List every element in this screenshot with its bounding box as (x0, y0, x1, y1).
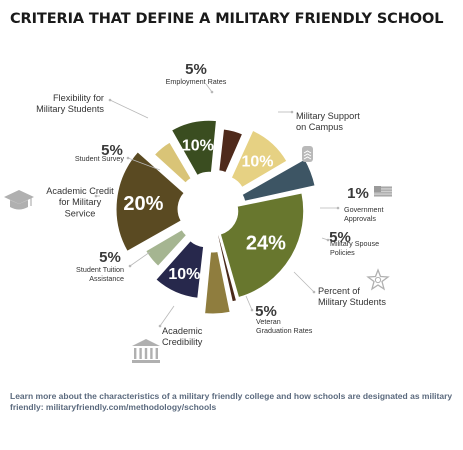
category-label-veteran-graduation-rates: Veteran Graduation Rates (256, 317, 313, 335)
leader-line (109, 99, 149, 119)
category-label-academic-credit-for-military-service: Academic Credit for Military Service (46, 186, 114, 218)
footer-note: Learn more about the characteristics of … (10, 391, 455, 413)
leader-line (159, 305, 175, 327)
slice-value-label: 10% (182, 137, 214, 154)
dog-tag-icon (302, 146, 313, 162)
icons-layer (4, 146, 392, 363)
pie-slice-academic-credibility (115, 151, 185, 253)
chart-title: CRITERIA THAT DEFINE A MILITARY FRIENDLY… (10, 11, 444, 27)
slice-value-label: 10% (241, 153, 273, 170)
category-label-military-spouse-policies: Military Spouse Policies (330, 239, 379, 257)
star-badge-icon (366, 268, 390, 291)
graduation-cap-icon (4, 190, 34, 210)
slice-value-label: 5% (101, 142, 123, 159)
slice-value-label: 10% (168, 266, 200, 283)
category-label-student-survey: Student Survey (75, 154, 125, 163)
slice-value-label: 1% (347, 185, 369, 202)
footer-link[interactable]: militaryfriendly.com/methodology/schools (45, 402, 217, 412)
pie-slice-percent-of-military-students (155, 240, 205, 299)
leader-line (245, 295, 253, 311)
category-label-flexibility-for-military-students: Flexibility for Military Students (36, 93, 104, 114)
leader-line (127, 157, 161, 171)
pie-center-hole (189, 187, 235, 233)
category-label-government-approvals: Government Approvals (344, 205, 384, 223)
bank-building-icon (132, 339, 160, 363)
category-label-employment-rates: Employment Rates (166, 77, 227, 86)
us-flag-icon (374, 186, 392, 197)
pie-slice-military-support-on-campus (219, 192, 305, 299)
slice-value-label: 20% (123, 193, 163, 215)
leader-line (129, 251, 151, 267)
slice-value-label: 24% (246, 233, 286, 255)
pie-slice-student-tuition-assistance (153, 141, 192, 184)
pie-slice-government-approvals (217, 234, 238, 303)
slice-value-label: 5% (185, 61, 207, 78)
slice-value-label: 5% (329, 229, 351, 246)
pie-slice-veteran-graduation-rates (145, 229, 188, 267)
pie-slice-military-spouse-policies (204, 250, 231, 315)
pie-slice-academic-credit-for-military-service (170, 119, 217, 177)
footer-text: Learn more about the characteristics of … (10, 391, 453, 412)
category-label-military-support-on-campus: Military Support on Campus (296, 111, 360, 132)
slice-value-label: 5% (255, 303, 277, 320)
pie-slice-student-survey (218, 128, 244, 174)
category-label-academic-credibility: Academic Credibility (162, 326, 203, 347)
leader-line (205, 83, 213, 93)
labels-layer: 24% Military Support on Campus 1% Government… (36, 61, 386, 347)
category-label-percent-of-military-students: Percent of Military Students (318, 286, 386, 307)
leader-line (293, 271, 315, 293)
slice-value-label: 5% (99, 249, 121, 266)
leader-lines (94, 83, 340, 328)
pie-chart: 24% Military Support on Campus 1% Government… (4, 61, 392, 363)
pie-slice-flexibility-for-military-students (230, 129, 288, 189)
category-label-student-tuition-assistance: Student Tuition Assistance (76, 265, 124, 283)
slices-layer (115, 119, 316, 315)
